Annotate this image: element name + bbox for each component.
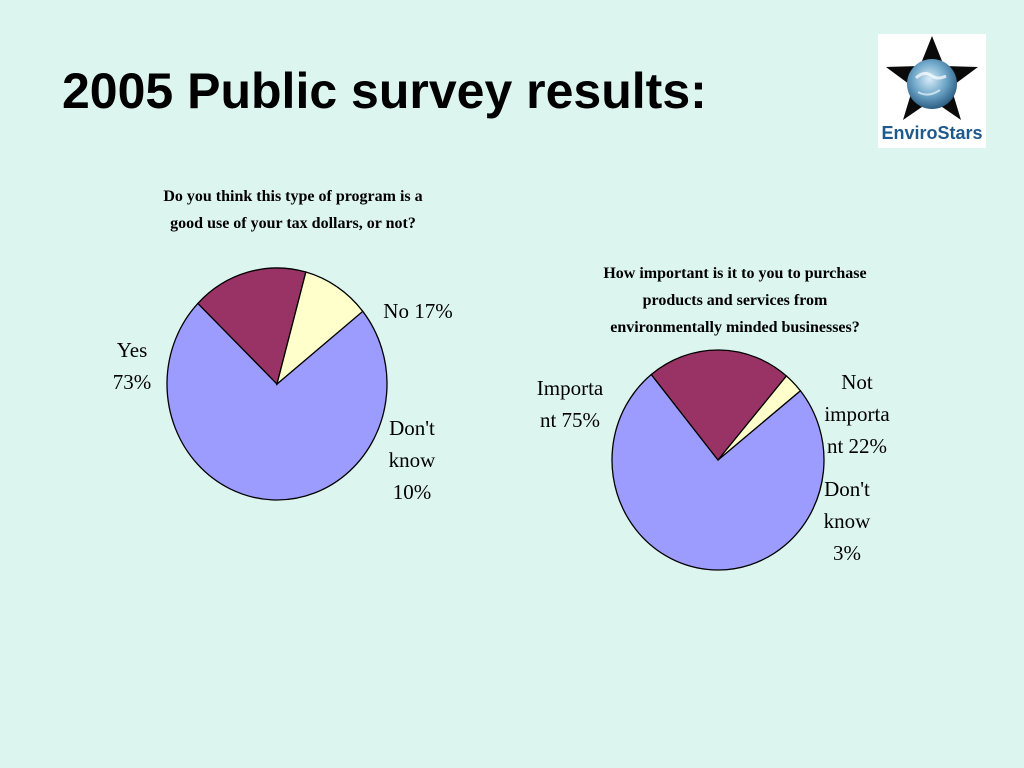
pie-slice-don-t-know [275, 271, 364, 386]
chart-title: How important is it to you to purchase p… [603, 265, 867, 336]
pie-slice-don-t-know [717, 375, 802, 461]
slice-label-not-important: Not importa nt 22% [824, 370, 890, 458]
pie-slice-not-important [650, 349, 788, 462]
pie-slice-important [611, 373, 825, 571]
slice-label-dont-know: Don't know 3% [823, 477, 871, 565]
slice-label-important: Importa nt 75% [536, 376, 604, 432]
slide-title: 2005 Public survey results: [62, 63, 707, 119]
slice-label-yes: Yes 73% [112, 338, 152, 394]
star-globe-icon [886, 36, 978, 120]
pie-slice-no [196, 267, 307, 386]
chart-title: Do you think this type of program is a g… [163, 188, 423, 232]
envirostars-logo: EnviroStars [878, 34, 986, 148]
slice-label-dont-know: Don't know 10% [388, 416, 436, 504]
pie-slice-yes [166, 302, 388, 501]
slice-label-no: No 17% [383, 299, 453, 323]
logo-wordmark: EnviroStars [881, 123, 983, 143]
